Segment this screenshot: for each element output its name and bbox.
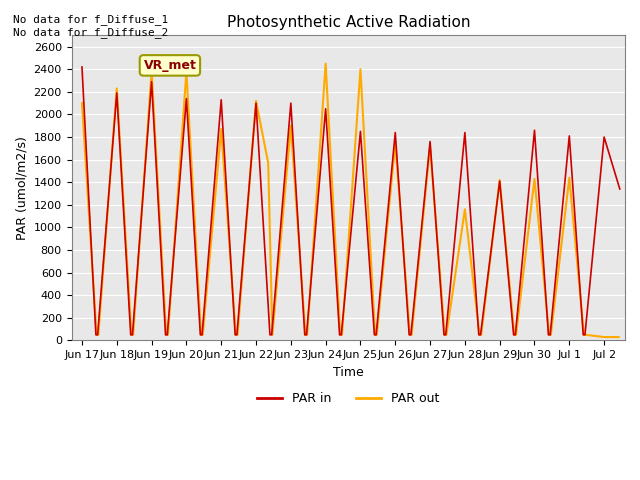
Y-axis label: PAR (umol/m2/s): PAR (umol/m2/s) <box>15 136 28 240</box>
Title: Photosynthetic Active Radiation: Photosynthetic Active Radiation <box>227 15 470 30</box>
Text: VR_met: VR_met <box>143 59 196 72</box>
X-axis label: Time: Time <box>333 366 364 379</box>
Text: No data for f_Diffuse_1
No data for f_Diffuse_2: No data for f_Diffuse_1 No data for f_Di… <box>13 14 168 38</box>
Legend: PAR in, PAR out: PAR in, PAR out <box>252 387 445 410</box>
